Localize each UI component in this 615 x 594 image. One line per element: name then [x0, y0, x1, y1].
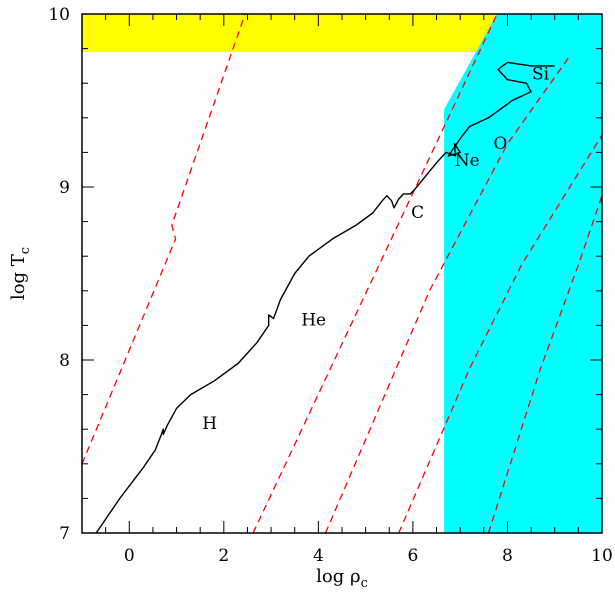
label-ne: Ne — [455, 151, 480, 171]
dashed-line-3 — [324, 56, 570, 533]
label-he: He — [301, 310, 326, 330]
x-tick-label: 4 — [313, 546, 324, 566]
x-tick-label: 10 — [591, 546, 613, 566]
y-tick-label: 9 — [59, 178, 70, 198]
label-c: C — [411, 203, 424, 223]
axis-ticks: 0 2 4 6 8 10 7 8 9 10 — [48, 5, 612, 566]
x-tick-label: 2 — [218, 546, 229, 566]
dashed-line-1 — [82, 14, 246, 465]
dashed-line-5 — [487, 195, 602, 533]
dashed-line-4 — [398, 134, 602, 533]
label-si: Si — [532, 65, 550, 85]
track-line — [95, 61, 555, 533]
annotations: H He C Ne O Si — [202, 65, 549, 434]
x-tick-label: 6 — [407, 546, 418, 566]
region-yellow — [82, 14, 498, 53]
label-o: O — [493, 134, 507, 154]
dashed-lines — [82, 14, 602, 533]
axis-titles: log ρc log Tc — [8, 247, 368, 591]
shaded-regions — [82, 14, 602, 533]
y-tick-label: 7 — [59, 524, 70, 544]
evolution-track — [95, 61, 555, 533]
x-tick-label: 0 — [124, 546, 135, 566]
x-tick-label: 8 — [502, 546, 513, 566]
region-cyan — [444, 14, 602, 533]
y-tick-label: 10 — [48, 5, 70, 25]
y-tick-label: 8 — [59, 351, 70, 371]
y-axis-title: log Tc — [8, 247, 33, 300]
x-axis-title: log ρc — [316, 566, 368, 591]
label-h: H — [202, 414, 217, 434]
